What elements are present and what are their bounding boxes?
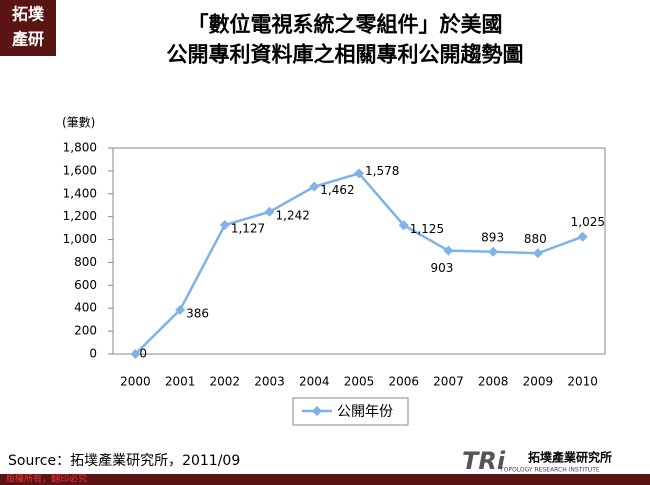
logo-text: 拓墣 [12,5,44,24]
marker [443,245,454,256]
y-tick-label: 800 [74,255,97,269]
y-tick-label: 200 [74,324,97,338]
marker [175,304,186,315]
data-label: 386 [186,306,209,320]
org-name-en: TOPOLOGY RESEARCH INSTITUTE [499,467,600,474]
data-label: 1,462 [320,183,354,197]
chart-title: 公開專利資料庫之相關專利公開趨勢圖 [167,42,524,67]
data-label: 1,025 [571,215,605,229]
source: Source：拓墣產業研究所，2011/09 [8,452,240,469]
org-name: 拓墣產業研究所 [528,450,612,465]
data-label: 893 [481,230,504,244]
x-tick-label: 2003 [254,375,285,389]
y-tick-label: 1,800 [63,141,97,155]
logo-box [0,0,56,56]
x-tick-label: 2009 [523,375,554,389]
legend-marker [312,406,322,416]
legend-label: 公開年份 [337,404,393,420]
y-tick-label: 400 [74,301,97,315]
x-tick-label: 2006 [388,375,419,389]
plot-frame [112,147,606,355]
data-label: 880 [524,232,547,246]
data-label: 0 [139,347,147,361]
line [134,171,584,355]
marker [398,220,409,231]
x-tick-label: 2005 [344,375,375,389]
data-label: 903 [430,261,453,275]
marker [264,206,275,217]
data-label: 1,125 [410,222,444,236]
chart-title: 「數位電視系統之零組件」於美國 [188,12,503,37]
marker [309,181,320,192]
brand: TRi [462,447,506,475]
x-tick-label: 2004 [299,375,330,389]
y-tick-label: 0 [89,347,97,361]
footer-bar [0,474,650,485]
y-tick-label: 1,000 [63,232,97,246]
marker [577,231,588,242]
marker [488,246,499,257]
y-tick-label: 600 [74,278,97,292]
x-tick-label: 2002 [210,375,241,389]
marker [219,220,230,231]
data-label: 1,578 [365,164,399,178]
x-tick-label: 2000 [120,375,151,389]
x-tick-label: 2008 [478,375,509,389]
y-tick-label: 1,600 [63,163,97,177]
marker [532,248,543,259]
y-tick-label: 1,400 [63,186,97,200]
logo-text: 產研 [12,30,44,49]
x-tick-label: 2007 [433,375,464,389]
marker [130,349,141,359]
data-label: 1,127 [231,222,265,236]
y-tick-label: 1,200 [63,209,97,223]
x-tick-label: 2010 [567,375,598,389]
y-axis-label: (筆數) [62,116,95,130]
marker [354,168,364,179]
x-tick-label: 2001 [165,375,196,389]
copyright: 版權所有，翻印必究 [6,473,87,485]
data-label: 1,242 [276,208,310,222]
